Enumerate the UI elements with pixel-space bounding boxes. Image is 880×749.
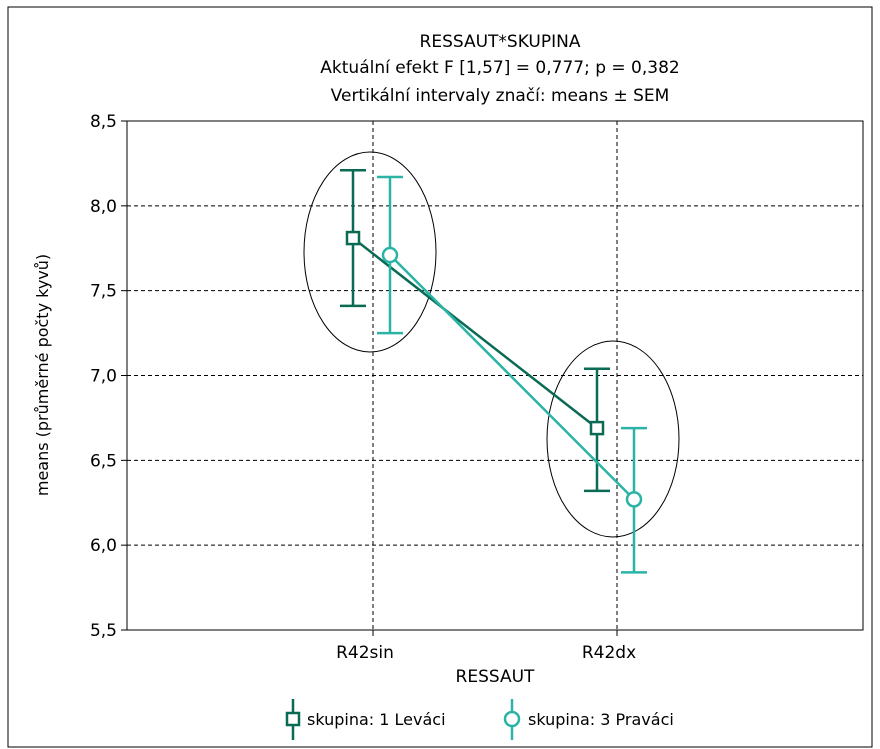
- y-tick-label: 6,5: [90, 451, 117, 471]
- data-point: [589, 420, 605, 436]
- y-tick-label: 5,5: [90, 621, 117, 641]
- legend-label-levaci: skupina: 1 Leváci: [307, 710, 446, 729]
- x-tick-label: R42sin: [336, 643, 394, 663]
- group-ellipses: [303, 151, 680, 538]
- x-axis-label: RESSAUT: [456, 667, 536, 687]
- legend-marker-pravaci: [503, 710, 521, 728]
- ellipse-r42dx: [546, 340, 680, 538]
- legend-item-pravaci: skupina: 3 Praváci: [503, 699, 674, 740]
- series-pravaci: [377, 175, 647, 574]
- y-tick-label: 8,5: [90, 112, 117, 132]
- y-tick-label: 7,0: [90, 367, 117, 387]
- x-tick-label: R42dx: [582, 643, 636, 663]
- y-tick-label: 8,0: [90, 197, 117, 217]
- y-axis-ticks: 5,5 6,0 6,5 7,0 7,5 8,0 8,5: [90, 112, 127, 641]
- data-point: [381, 246, 399, 264]
- chart-title: RESSAUT*SKUPINA: [420, 32, 581, 52]
- data-point: [625, 491, 643, 508]
- y-axis-label: means (průměrné počty kyvů): [33, 254, 52, 496]
- x-axis-ticks: R42sin R42dx: [336, 630, 636, 663]
- series-line: [389, 254, 635, 501]
- chart-subtitle-effect: Aktuální efekt F [1,57] = 0,777; p = 0,3…: [320, 58, 679, 78]
- chart-subtitle-intervals: Vertikální intervaly značí: means ± SEM: [331, 86, 670, 106]
- legend: skupina: 1 Leváci skupina: 3 Praváci: [285, 699, 674, 740]
- ellipse-r42sin: [303, 151, 437, 353]
- legend-label-pravaci: skupina: 3 Praváci: [528, 710, 674, 729]
- y-tick-label: 7,5: [90, 282, 117, 302]
- data-point: [345, 230, 361, 246]
- series-line: [352, 237, 598, 430]
- grid: [127, 121, 863, 630]
- series: [340, 168, 647, 574]
- outer-frame: [7, 6, 873, 748]
- legend-marker-levaci: [285, 711, 301, 727]
- legend-item-levaci: skupina: 1 Leváci: [285, 699, 446, 740]
- y-tick-label: 6,0: [90, 536, 117, 556]
- series-levaci: [340, 168, 610, 493]
